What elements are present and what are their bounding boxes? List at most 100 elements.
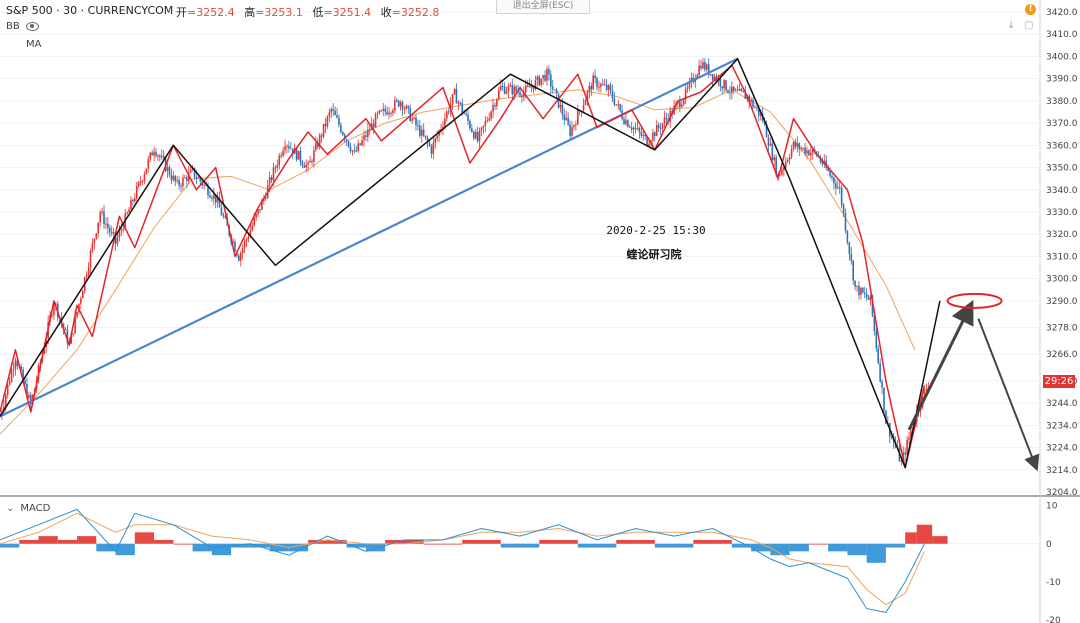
candle-body <box>729 92 731 94</box>
current-price-badge: 29:26 <box>1043 375 1075 388</box>
candle-body <box>719 78 722 87</box>
candle-body <box>288 145 290 149</box>
price-tick-label: 3410.0 <box>1046 30 1078 40</box>
candle-body <box>388 112 390 115</box>
macd-histogram-bar <box>635 539 655 544</box>
candle-body <box>744 92 747 99</box>
candle-body <box>243 241 246 248</box>
candle-body <box>53 304 55 315</box>
macd-tick-label: 10 <box>1046 502 1058 512</box>
candle-body <box>139 181 142 183</box>
indicator-bb[interactable]: BB <box>6 21 39 32</box>
candle-body <box>28 394 30 398</box>
candle-body <box>711 74 714 80</box>
candle-body <box>648 143 650 146</box>
candle-body <box>186 177 188 181</box>
candle-body <box>488 118 490 121</box>
candle-body <box>220 207 223 216</box>
price-tick-label: 3360.0 <box>1046 141 1078 151</box>
candle-body <box>810 152 812 156</box>
candle-body <box>309 160 311 163</box>
candle-body <box>806 150 808 154</box>
candle-body <box>361 140 363 145</box>
candle-body <box>349 146 352 152</box>
zigzag-red <box>0 64 926 469</box>
candle-body <box>625 120 627 125</box>
candle-body <box>93 238 96 243</box>
symbol-title[interactable]: S&P 500 · 30 · CURRENCYCOM <box>6 4 174 17</box>
candle-body <box>155 151 157 156</box>
candle-body <box>628 126 631 128</box>
macd-histogram-bar <box>539 539 559 544</box>
candle-body <box>557 93 560 108</box>
candle-body <box>390 112 392 114</box>
macd-histogram-bar <box>597 543 617 548</box>
candle-body <box>132 199 134 202</box>
candle-body <box>239 252 242 261</box>
candle-body <box>374 114 377 128</box>
candle-body <box>827 168 829 171</box>
arrow-down-icon[interactable]: ↓ <box>1007 20 1016 31</box>
macd-histogram-bar <box>154 539 174 544</box>
candle-body <box>890 436 893 438</box>
candle-body <box>879 363 881 382</box>
candle-body <box>290 148 292 150</box>
candle-body <box>457 102 460 104</box>
candle-body <box>424 135 427 138</box>
candle-body <box>838 187 841 189</box>
chevron-down-icon[interactable]: ⌄ <box>6 503 15 514</box>
macd-histogram-bar <box>905 532 917 544</box>
candle-body <box>646 136 648 146</box>
exit-fullscreen-button[interactable]: 退出全屏(ESC) <box>496 0 590 14</box>
candle-body <box>496 99 498 107</box>
candle-body <box>313 150 315 163</box>
candle-body <box>193 167 196 178</box>
candle-body <box>8 381 11 385</box>
eye-icon[interactable] <box>25 21 39 31</box>
candle-body <box>546 68 548 81</box>
indicator-ma-label[interactable]: MA <box>26 39 42 50</box>
candle-body <box>286 145 288 147</box>
candle-body <box>573 124 575 128</box>
candle-body <box>357 143 360 152</box>
warning-icon[interactable]: ! <box>1025 4 1036 15</box>
macd-histogram-bar <box>885 543 906 548</box>
candle-body <box>476 131 479 142</box>
candle-body <box>178 180 180 186</box>
candle-body <box>159 155 161 158</box>
candle-body <box>338 117 340 125</box>
candle-body <box>120 229 123 231</box>
candle-body <box>469 120 471 129</box>
candle-body <box>467 114 469 121</box>
candle-body <box>199 177 202 182</box>
candle-body <box>463 112 465 114</box>
candle-body <box>428 142 431 146</box>
candle-body <box>447 111 450 113</box>
macd-histogram-bar <box>192 543 212 552</box>
candle-body <box>752 99 754 107</box>
candle-body <box>451 94 454 104</box>
candle-body <box>394 100 396 111</box>
candle-body <box>663 117 666 124</box>
candle-body <box>392 110 394 113</box>
candle-body <box>257 209 259 214</box>
candle-body <box>160 155 163 158</box>
macd-legend[interactable]: ⌄ MACD <box>6 503 50 514</box>
candle-body <box>808 150 810 156</box>
candle-body <box>686 87 689 89</box>
candle-body <box>51 314 53 316</box>
price-tick-label: 3390.0 <box>1046 75 1078 85</box>
restore-icon[interactable]: ▢ <box>1024 20 1034 31</box>
candle-body <box>871 295 874 316</box>
candle-body <box>386 111 388 115</box>
candle-body <box>732 86 735 91</box>
candle-body <box>116 237 119 244</box>
candle-body <box>867 297 870 300</box>
candle-body <box>216 197 219 203</box>
candle-body <box>3 406 5 412</box>
candle-body <box>906 439 908 455</box>
candle-body <box>380 110 383 112</box>
candle-body <box>526 85 529 87</box>
candle-body <box>303 165 306 168</box>
